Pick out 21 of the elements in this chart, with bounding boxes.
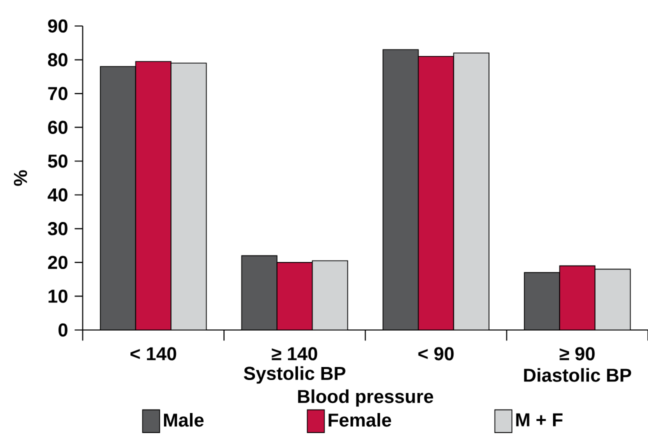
- legend-label: Male: [164, 413, 204, 427]
- x-tick-label: ≥ 90: [560, 347, 595, 360]
- y-tick-label: 80: [48, 53, 68, 66]
- y-tick-label: 40: [48, 188, 68, 202]
- y-tick-label: 70: [48, 86, 68, 100]
- y-tick-label: 90: [48, 19, 68, 33]
- legend-label: Female: [328, 413, 392, 427]
- y-tick-label: 30: [48, 222, 68, 236]
- y-tick-label: 20: [48, 256, 68, 270]
- y-tick-label: 50: [48, 154, 68, 168]
- y-axis-title: %: [14, 170, 28, 186]
- legend-label: M + F: [516, 413, 562, 426]
- x-tick-label: < 140: [130, 347, 176, 360]
- text: Diastolic BP: [524, 368, 632, 382]
- y-tick-label: 10: [48, 290, 68, 303]
- x-tick-label: ≥ 140: [272, 347, 318, 360]
- x-axis-title: Blood pressure: [298, 389, 434, 407]
- text: Systolic BP: [244, 366, 346, 384]
- y-tick-label: 0: [58, 323, 68, 337]
- x-tick-label: < 90: [418, 347, 454, 360]
- y-tick-label: 60: [48, 120, 68, 134]
